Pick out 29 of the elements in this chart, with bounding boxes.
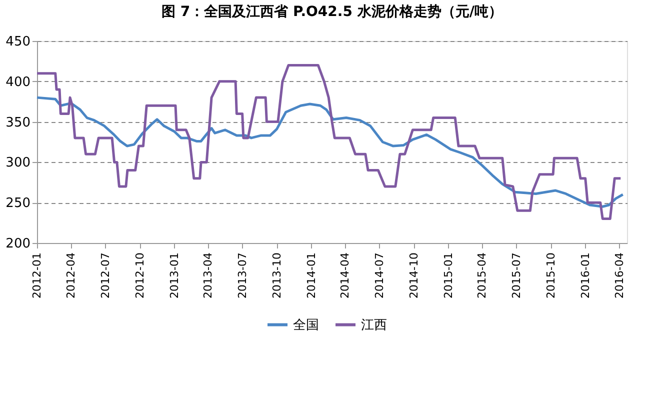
legend-label: 全国 [293,318,319,333]
x-tick-label: 2015-04 [476,252,489,298]
y-tick-label: 250 [6,196,30,212]
line-series [36,64,622,220]
x-tick-label: 2015-10 [544,252,558,298]
x-tick-label: 2013-01 [168,252,181,298]
y-tick-label: 200 [6,236,30,252]
x-tick-label: 2012-10 [133,252,146,298]
x-tick-label: 2014-10 [407,252,420,298]
x-tick-label: 2015-01 [442,252,455,298]
x-tick-label: 2016-04 [612,252,626,298]
y-tick-label: 400 [6,74,30,90]
y-tick-label: 300 [6,156,30,171]
x-tick-label: 2013-04 [202,252,215,298]
line-series [36,96,624,208]
chart-title: 图 7：全国及江西省 P.O42.5 水泥价格走势（元/吨） [162,4,502,20]
x-tick-label: 2013-10 [270,252,284,298]
x-tick-label: 2012-01 [30,252,44,298]
x-tick-label: 2016-01 [578,252,592,298]
x-tick-label: 2012-04 [64,252,78,298]
legend-label: 江西 [361,318,387,333]
x-tick-label: 2013-07 [236,252,249,298]
x-tick-label: 2014-07 [372,252,386,298]
x-tick-label: 2012-07 [98,252,112,298]
x-tick-label: 2015-07 [510,252,523,298]
x-tick-label: 2014-01 [304,252,318,298]
x-tick-label: 2014-04 [338,252,352,298]
y-tick-label: 450 [6,34,30,50]
y-tick-label: 350 [6,115,30,130]
